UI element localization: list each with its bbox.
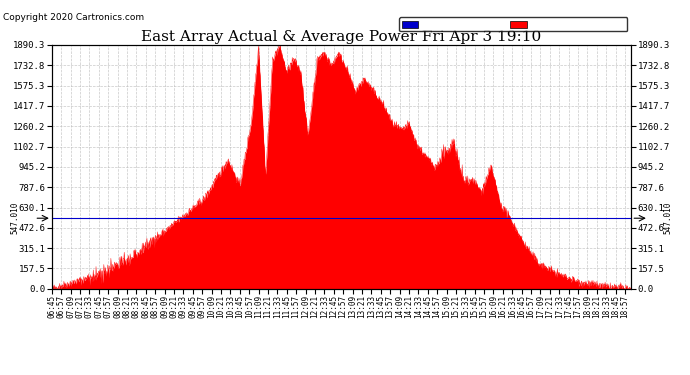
- Text: 547.010: 547.010: [663, 202, 672, 234]
- Text: Copyright 2020 Cartronics.com: Copyright 2020 Cartronics.com: [3, 13, 145, 22]
- Text: 547.010: 547.010: [11, 202, 20, 234]
- Legend: Average (DC Watts), East Array (DC Watts): Average (DC Watts), East Array (DC Watts…: [399, 18, 627, 32]
- Title: East Array Actual & Average Power Fri Apr 3 19:10: East Array Actual & Average Power Fri Ap…: [141, 30, 542, 44]
